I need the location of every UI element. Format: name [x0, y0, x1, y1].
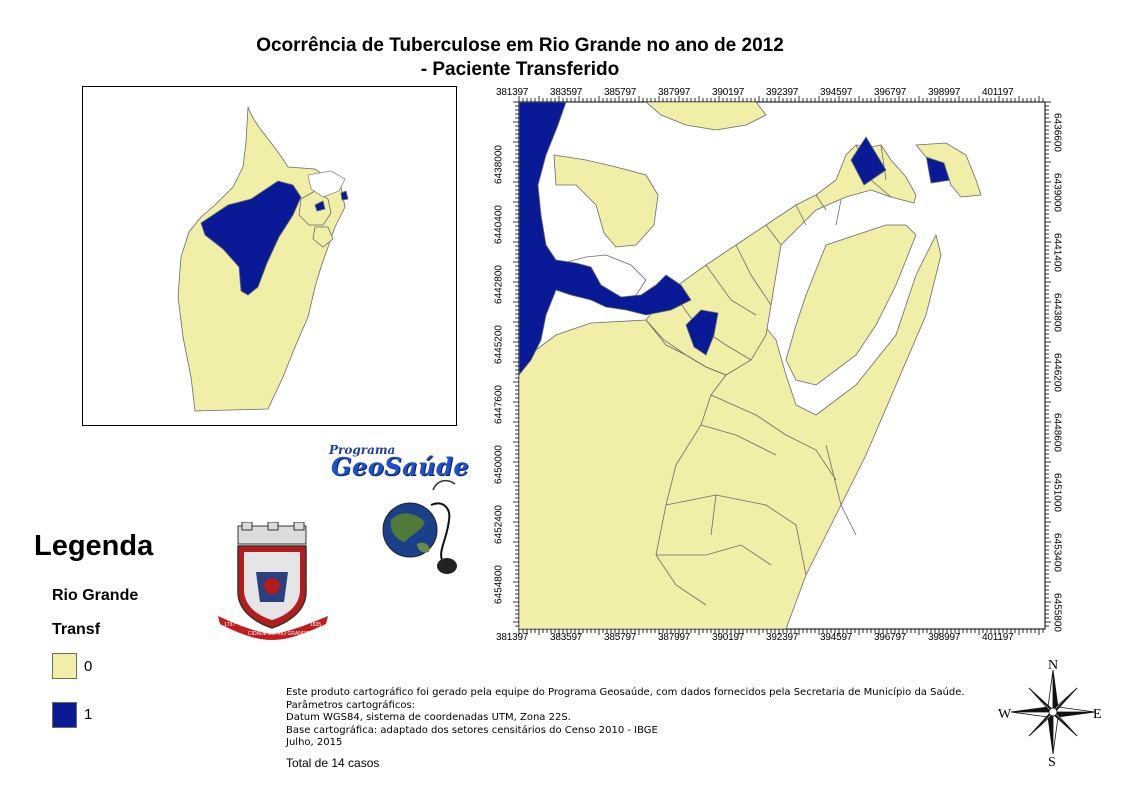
y-tick-label-left: 6452400 [493, 505, 505, 544]
district-far-east [915, 142, 982, 198]
coat-left-year: 1737 [224, 622, 235, 628]
x-tick-label: 396797 [874, 87, 907, 98]
logo-program-text: Programa [329, 443, 396, 457]
y-tick-label-left: 6438000 [493, 145, 505, 184]
x-tick-label: 390197 [712, 87, 745, 98]
map-notes: Este produto cartográfico foi gerado pel… [286, 687, 965, 750]
x-tick-label: 401197 [982, 632, 1014, 643]
y-tick-label-right: 6448600 [1051, 413, 1063, 452]
y-tick-label-left: 6440400 [493, 205, 505, 244]
legend-title: Legenda [34, 530, 154, 562]
y-tick-label-right: 6441400 [1051, 233, 1063, 272]
overview-map-svg [177, 106, 349, 412]
grid-ticks [513, 96, 1051, 635]
overview-district-transf [200, 180, 302, 296]
note-line: Parâmetros cartográficos: [286, 699, 416, 711]
compass-n-label: N [1048, 658, 1058, 673]
overview-district-small2 [312, 226, 334, 248]
y-tick-label-left: 6442800 [493, 265, 505, 304]
y-tick-label-left: 6445200 [493, 325, 505, 364]
district-transf-center [685, 309, 719, 356]
x-tick-label: 394597 [820, 632, 853, 643]
overview-district-blue-small [340, 190, 349, 201]
x-tick-label: 392397 [766, 632, 799, 643]
district-north-island [645, 102, 767, 131]
x-tick-label: 396797 [874, 632, 907, 643]
map-title: Ocorrência de Tuberculose em Rio Grande … [170, 34, 870, 82]
x-tick-label: 383597 [550, 87, 583, 98]
y-tick-label-right: 6439000 [1051, 173, 1063, 212]
legend-label-0: 0 [84, 658, 93, 675]
main-map[interactable]: 381397 381397 383597 383597 385797 385797 3879… [493, 85, 1063, 645]
overview-map[interactable] [82, 86, 457, 426]
note-line: Datum WGS84, sistema de coordenadas UTM,… [286, 712, 571, 723]
district-transf-northeast [850, 136, 887, 186]
x-tick-label: 387997 [658, 87, 691, 98]
y-tick-label-left: 6447600 [493, 385, 505, 424]
compass-e-label: E [1093, 707, 1102, 722]
x-tick-label: 383597 [550, 632, 583, 643]
overview-district-blue-small2 [314, 200, 326, 212]
x-tick-label: 401197 [982, 87, 1014, 98]
map-title-line2: - Paciente Transferido [420, 59, 620, 80]
note-line: Base cartográfica: adaptado dos setores … [286, 724, 658, 736]
compass-s-label: S [1048, 755, 1056, 768]
x-tick-label: 381397 [496, 632, 529, 643]
x-tick-label: 392397 [766, 87, 799, 98]
north-arrow-compass-icon: N S E W [998, 658, 1102, 768]
x-tick-label: 387997 [658, 632, 691, 643]
y-tick-label-left: 6450000 [493, 445, 505, 484]
main-map-svg [513, 96, 1051, 635]
district-transf-west-coast [519, 102, 692, 376]
y-tick-label-right: 6436600 [1051, 113, 1063, 152]
note-line: Julho, 2015 [286, 737, 343, 748]
legend-field-name: Transf [52, 621, 101, 638]
coat-of-arms-icon: 1737 CIDADE DO RIO GRANDE 1835 [218, 522, 328, 640]
y-tick-label-right: 6455800 [1051, 593, 1063, 632]
globe-mouse-icon [382, 479, 457, 574]
y-tick-label-left: 6454800 [493, 565, 505, 604]
district-west-lobe [553, 154, 659, 248]
y-tick-label-right: 6446200 [1051, 353, 1063, 392]
coat-right-year: 1835 [310, 622, 321, 628]
total-cases: Total de 14 casos [286, 756, 380, 770]
x-tick-label: 394597 [820, 87, 853, 98]
legend-swatch-0 [52, 653, 77, 679]
logo-geosaude-text: GeoSaúde [331, 452, 470, 481]
x-tick-label: 398997 [928, 632, 961, 643]
x-tick-label: 398997 [928, 87, 961, 98]
x-tick-label: 390197 [712, 632, 745, 643]
compass-w-label: W [998, 707, 1012, 722]
y-tick-label-right: 6453400 [1051, 533, 1063, 572]
note-line: Este produto cartográfico foi gerado pel… [286, 687, 965, 698]
legend-swatch-1 [52, 702, 77, 728]
legend-label-1: 1 [84, 706, 93, 723]
overview-water [307, 170, 346, 198]
y-tick-label-right: 6451000 [1051, 473, 1063, 512]
district-east [785, 224, 917, 386]
x-tick-label: 385797 [604, 632, 637, 643]
x-tick-label: 381397 [496, 87, 529, 98]
map-title-line1: Ocorrência de Tuberculose em Rio Grande … [256, 35, 784, 56]
coat-ribbon-text: CIDADE DO RIO GRANDE [248, 631, 310, 637]
legend-layer-name: Rio Grande [52, 587, 139, 604]
y-tick-label-right: 6443800 [1051, 293, 1063, 332]
x-tick-label: 385797 [604, 87, 637, 98]
